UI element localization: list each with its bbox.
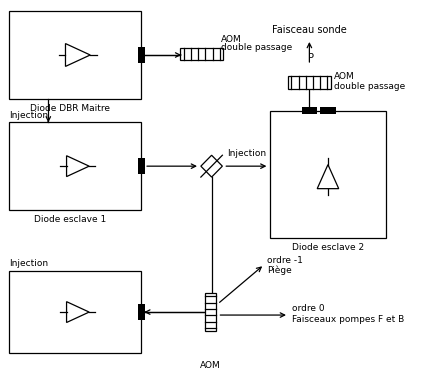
Bar	[270, 111, 386, 238]
Polygon shape	[65, 44, 90, 67]
Bar	[301, 107, 317, 114]
Polygon shape	[67, 302, 89, 323]
Text: AOM: AOM	[221, 35, 242, 44]
Text: Injection: Injection	[9, 111, 48, 120]
Bar	[138, 47, 145, 63]
Text: double passage: double passage	[221, 43, 293, 52]
Text: ordre -1: ordre -1	[267, 256, 303, 265]
Text: Faisceaux pompes F et B: Faisceaux pompes F et B	[292, 315, 404, 323]
Text: Diode DBR Maitre: Diode DBR Maitre	[30, 104, 110, 113]
Bar	[320, 107, 336, 114]
Text: Injection: Injection	[227, 149, 266, 158]
Bar	[9, 123, 141, 210]
Text: Piège: Piège	[267, 265, 292, 275]
Bar	[205, 293, 216, 331]
Bar	[180, 47, 223, 61]
Polygon shape	[317, 165, 339, 189]
Bar	[138, 304, 145, 320]
Text: AOM: AOM	[334, 72, 355, 81]
Text: Diode esclave 1: Diode esclave 1	[34, 215, 107, 224]
Text: Faisceau sonde: Faisceau sonde	[272, 25, 347, 35]
Text: ordre 0: ordre 0	[292, 303, 324, 312]
Polygon shape	[201, 155, 223, 177]
Text: double passage: double passage	[334, 82, 405, 91]
Bar	[138, 158, 145, 174]
Bar	[288, 76, 331, 89]
Bar	[9, 11, 141, 99]
Text: P: P	[308, 53, 314, 63]
Bar	[9, 271, 141, 353]
Text: AOM: AOM	[200, 361, 221, 370]
Text: Injection: Injection	[9, 259, 48, 268]
Polygon shape	[67, 156, 89, 177]
Text: Diode esclave 2: Diode esclave 2	[292, 243, 364, 252]
